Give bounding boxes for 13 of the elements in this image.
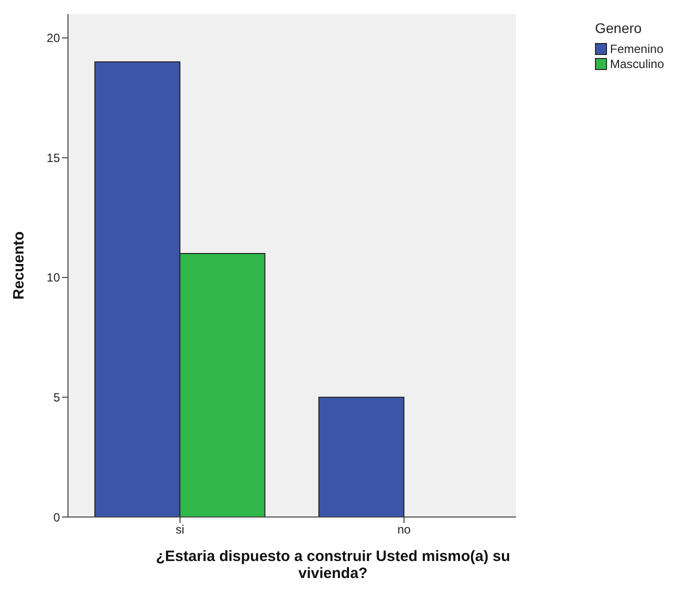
x-tick-label: si (176, 522, 184, 537)
y-tick-label: 15 (46, 150, 60, 165)
y-axis-title: Recuento (10, 231, 28, 300)
bar (318, 396, 404, 517)
y-tick-label: 20 (46, 31, 60, 46)
legend-title: Genero (595, 20, 643, 36)
x-axis-title: ¿Estaria dispuesto a construir Usted mismo(a) su vivienda? (154, 548, 512, 582)
legend-label: Masculino (610, 57, 664, 71)
legend-label: Femenino (610, 42, 664, 56)
x-tick-label: no (397, 522, 411, 537)
y-tick-label: 10 (46, 270, 60, 285)
y-tick-label: 0 (53, 510, 60, 524)
y-tick-label: 5 (53, 390, 60, 404)
